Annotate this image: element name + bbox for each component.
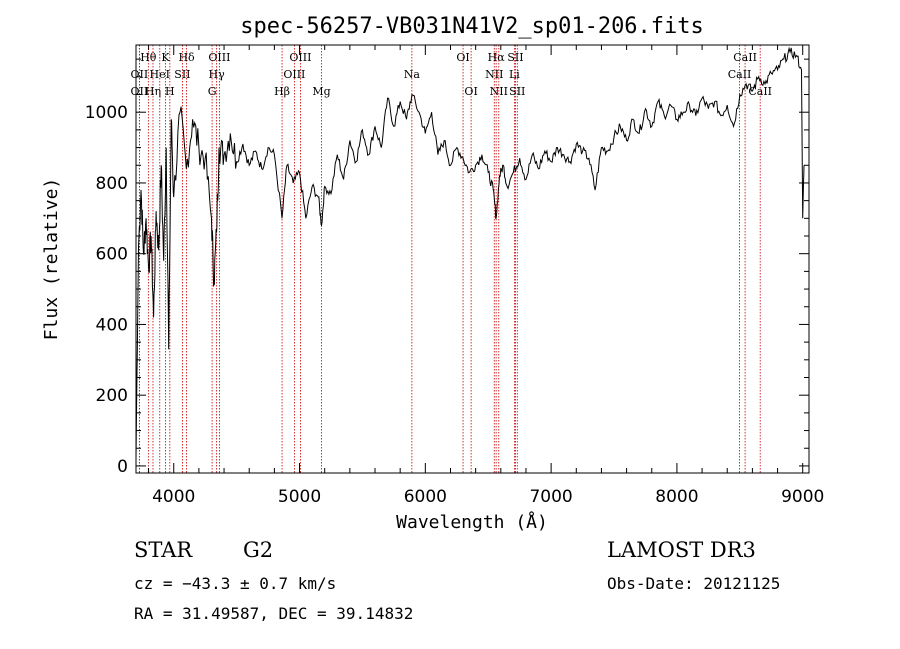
line-label-hβ: Hβ <box>274 85 290 98</box>
chart-title: spec-56257-VB031N41V2_sp01-206.fits <box>240 14 704 39</box>
line-label-na: Na <box>404 68 421 81</box>
x-tick-label: 9000 <box>781 487 824 507</box>
obs-date: Obs-Date: 20121125 <box>607 574 781 593</box>
line-label-oiii: OIII <box>283 68 305 81</box>
y-tick-label: 1000 <box>85 103 128 123</box>
y-axis-ticks: 0 200 400 600 800 1000 <box>85 58 809 477</box>
x-tick-label: 5000 <box>278 487 321 507</box>
line-label-caii: CaII <box>728 68 752 81</box>
y-tick-label: 800 <box>96 174 128 194</box>
y-tick-label: 600 <box>96 245 128 265</box>
object-subclass: G2 <box>243 538 274 562</box>
line-label-oiii: OIII <box>208 51 230 64</box>
line-label-g: G <box>208 85 217 98</box>
x-axis-ticks: 4000 5000 6000 7000 8000 9000 <box>148 45 824 507</box>
spectrum-line <box>135 46 805 459</box>
line-label-hγ: Hγ <box>209 68 226 81</box>
line-label-oiii: OIII <box>289 51 311 64</box>
redshift-cz: cz = −43.3 ± 0.7 km/s <box>134 574 337 593</box>
y-tick-label: 200 <box>96 386 128 406</box>
line-label-hη: Hη <box>145 85 161 98</box>
line-label-k: K <box>161 51 170 64</box>
x-axis-label: Wavelength (Å) <box>396 511 548 533</box>
plot-frame <box>135 44 810 474</box>
line-label-li: Li <box>509 68 520 81</box>
line-label-oi: OI <box>456 51 469 64</box>
survey-name: LAMOST DR3 <box>607 538 756 562</box>
line-label-hα: Hα <box>488 51 506 64</box>
x-tick-label: 8000 <box>655 487 698 507</box>
line-label-nii: NII <box>485 68 503 81</box>
line-label-sii: SII <box>507 51 523 64</box>
line-label-hei: HeI <box>150 68 170 81</box>
line-label-hδ: Hδ <box>178 51 195 64</box>
line-label-hθ: Hθ <box>140 51 157 64</box>
x-tick-label: 6000 <box>404 487 447 507</box>
line-label-caii: CaII <box>748 85 772 98</box>
y-axis-label: Flux (relative) <box>41 178 62 341</box>
y-tick-label: 400 <box>96 315 128 335</box>
line-label-nii: NII <box>490 85 508 98</box>
object-class: STAR <box>134 538 193 562</box>
line-label-oii: OII <box>131 68 149 81</box>
line-label-oii: OII <box>131 85 149 98</box>
y-tick-label: 0 <box>117 457 128 477</box>
x-tick-label: 7000 <box>529 487 572 507</box>
x-tick-label: 4000 <box>152 487 195 507</box>
line-label-mg: Mg <box>312 85 330 98</box>
line-label-h: H <box>165 85 175 98</box>
line-label-oi: OI <box>464 85 477 98</box>
line-markers <box>138 45 761 473</box>
line-label-sii: SII <box>174 68 190 81</box>
line-label-caii: CaII <box>733 51 757 64</box>
ra-dec: RA = 31.49587, DEC = 39.14832 <box>134 604 414 623</box>
line-label-sii: SII <box>509 85 525 98</box>
